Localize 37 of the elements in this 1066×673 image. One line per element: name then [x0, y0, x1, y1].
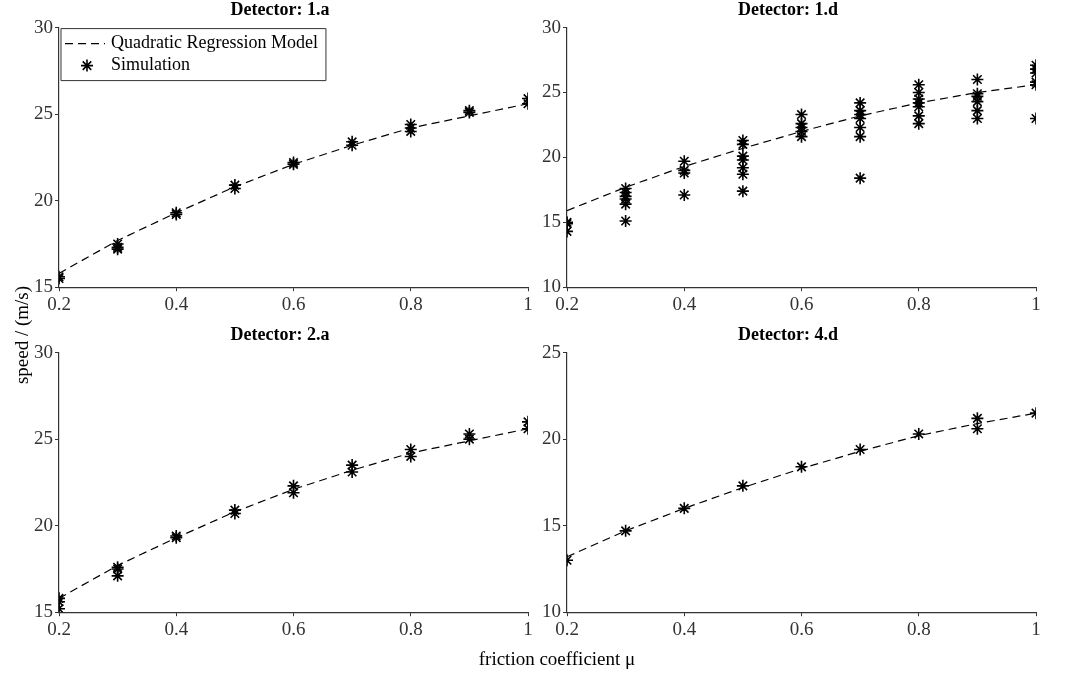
y-tick-label: 30 — [34, 340, 53, 362]
y-tick-label: 25 — [542, 80, 561, 102]
y-tick-label: 25 — [34, 427, 53, 449]
y-tick-label: 20 — [542, 145, 561, 167]
x-axis-title: friction coefficient μ — [478, 648, 636, 670]
chart-title: Detector: 1.a — [230, 0, 330, 20]
x-tick-label: 0.8 — [398, 292, 423, 314]
x-tick-label: 0.4 — [672, 617, 697, 639]
y-tick-label: 20 — [34, 513, 53, 535]
y-tick-label: 25 — [542, 340, 561, 362]
chart-title: Detector: 1.d — [738, 0, 838, 20]
x-tick-label: 1 — [523, 617, 533, 639]
x-tick-label: 0.4 — [164, 292, 189, 314]
y-tick-label: 30 — [34, 15, 53, 37]
x-tick-label: 0.4 — [672, 292, 697, 314]
x-tick-label: 0.6 — [789, 617, 814, 639]
y-tick-label: 20 — [34, 188, 53, 210]
x-tick-label: 0.8 — [906, 292, 931, 314]
chart-title: Detector: 2.a — [230, 324, 330, 345]
y-axis-title: speed / (m/s) — [11, 285, 33, 385]
x-tick-label: 0.6 — [281, 292, 306, 314]
y-tick-label: 15 — [542, 210, 561, 232]
x-tick-label: 0.6 — [281, 617, 306, 639]
y-tick-label: 25 — [34, 102, 53, 124]
x-tick-label: 0.8 — [398, 617, 423, 639]
x-tick-label: 1 — [1031, 617, 1041, 639]
x-tick-label: 0.4 — [164, 617, 189, 639]
legend-label: Simulation — [111, 54, 191, 75]
y-tick-label: 20 — [542, 427, 561, 449]
x-tick-label: 1 — [523, 292, 533, 314]
y-tick-label: 30 — [542, 15, 561, 37]
x-tick-label: 1 — [1031, 292, 1041, 314]
legend-label: Quadratic Regression Model — [111, 32, 318, 53]
x-tick-label: 0.6 — [789, 292, 814, 314]
chart-title: Detector: 4.d — [738, 324, 838, 345]
y-tick-label: 15 — [542, 513, 561, 535]
x-tick-label: 0.8 — [906, 617, 931, 639]
